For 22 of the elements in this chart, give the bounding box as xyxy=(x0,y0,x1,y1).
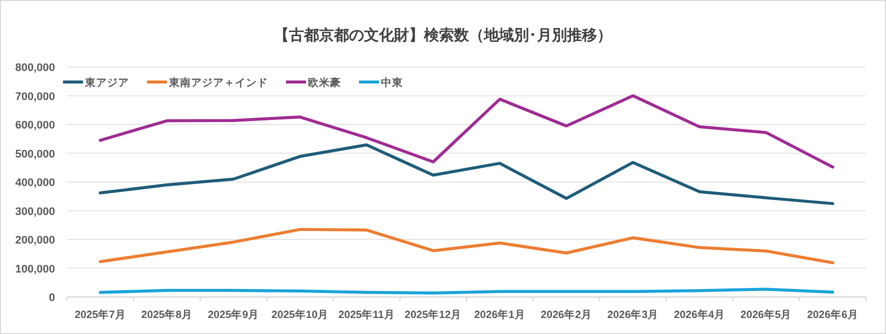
y-tick-label: 700,000 xyxy=(15,90,55,103)
y-tick-label: 200,000 xyxy=(15,234,55,246)
x-tick-label: 2025年11月 xyxy=(338,308,395,321)
x-tick-label: 2026年6月 xyxy=(807,308,858,321)
y-tick-label: 800,000 xyxy=(15,62,55,74)
x-tick-label: 2026年2月 xyxy=(540,308,592,321)
y-tick-label: 400,000 xyxy=(15,177,55,189)
x-tick-label: 2025年8月 xyxy=(141,308,192,321)
title: 【古都京都の文化財】検索数（地域別･月別推移） xyxy=(274,27,612,44)
y-tick-label: 100,000 xyxy=(15,263,55,276)
y-tick-label: 600,000 xyxy=(15,120,55,132)
y-tick-label: 300,000 xyxy=(15,206,55,218)
x-tick-label: 2026年4月 xyxy=(674,308,726,321)
x-tick-label: 2025年7月 xyxy=(74,308,126,321)
y-tick-label: 500,000 xyxy=(15,148,55,160)
x-tick-label: 2025年12月 xyxy=(404,308,462,321)
x-tick-label: 2025年9月 xyxy=(208,308,260,321)
x-tick-label: 2026年1月 xyxy=(474,308,526,321)
y-tick-label: 0 xyxy=(48,292,55,304)
x-tick-label: 2025年10月 xyxy=(272,308,329,321)
x-tick-label: 2026年5月 xyxy=(740,308,792,321)
x-tick-label: 2026年3月 xyxy=(607,308,659,321)
